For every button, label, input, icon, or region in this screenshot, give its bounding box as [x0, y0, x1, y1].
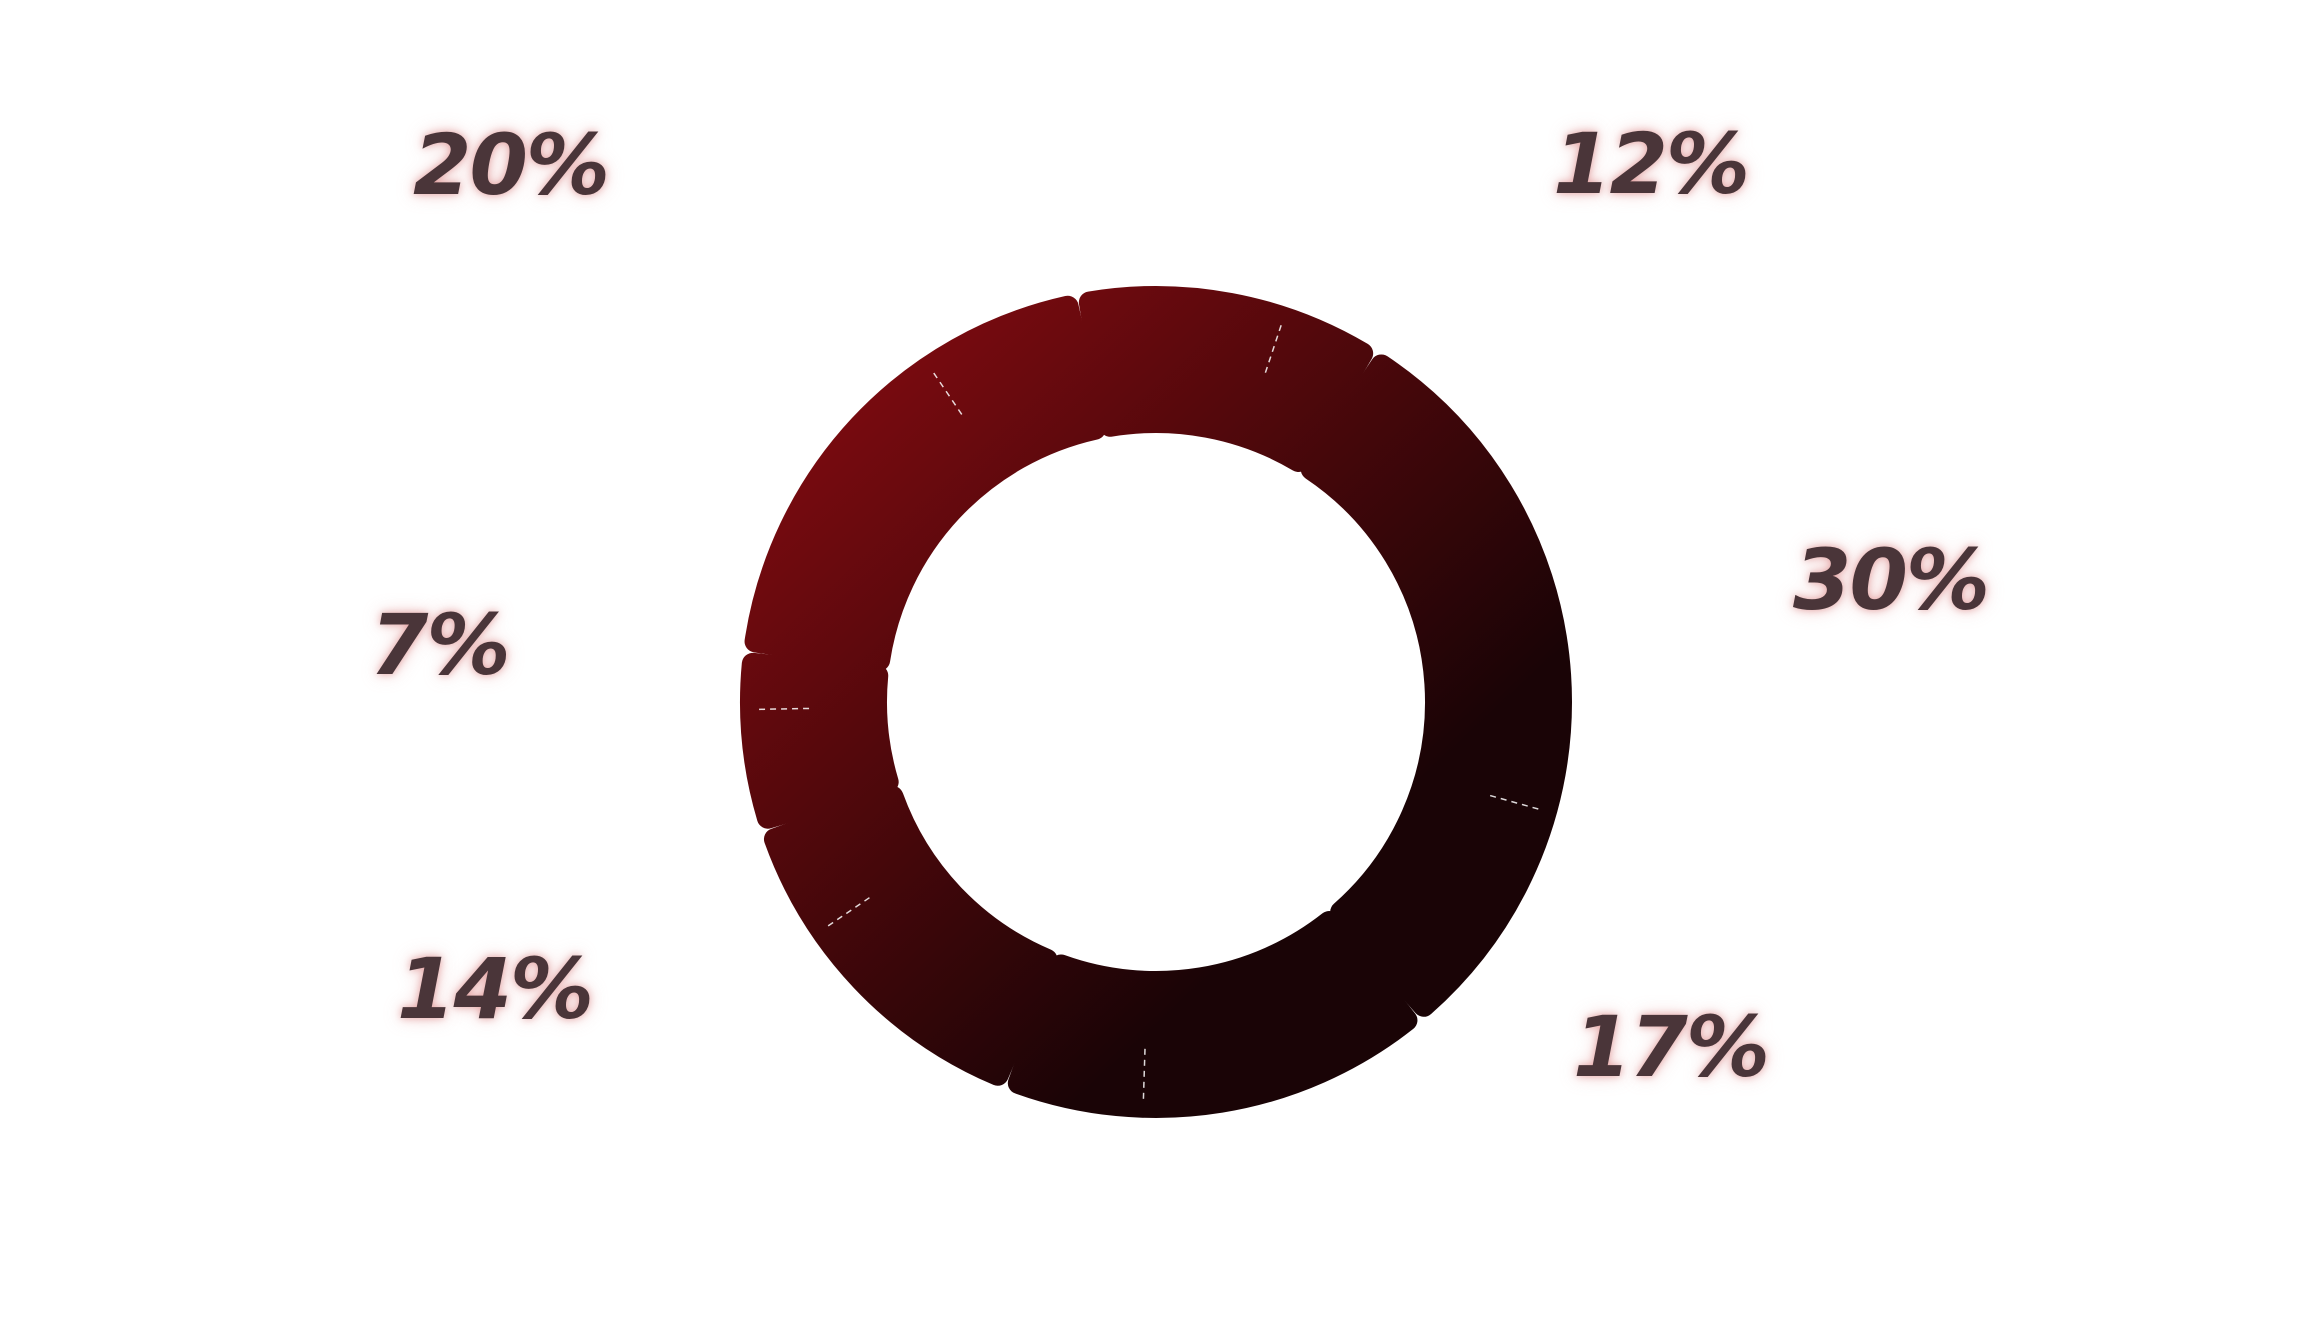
donut-slice-14 [763, 785, 1058, 1086]
slice-label-7: 7% [370, 596, 511, 694]
slice-tick-30 [1488, 794, 1539, 810]
slice-tick-20 [933, 372, 964, 417]
donut-slice-17 [1007, 911, 1418, 1118]
slice-label-12: 12% [1553, 115, 1750, 213]
donut-slice-12 [1078, 286, 1374, 472]
slice-tick-12 [1264, 325, 1282, 375]
slice-tick-14 [827, 895, 872, 927]
donut-slice-7 [740, 652, 899, 829]
slice-label-14: 14% [397, 940, 594, 1038]
donut-slice-30 [1300, 354, 1572, 1017]
slice-label-20: 20% [413, 116, 610, 214]
slice-tick-17 [1142, 1046, 1146, 1099]
slice-label-17: 17% [1573, 998, 1770, 1096]
donut-slice-20 [744, 295, 1106, 672]
donut-slices [740, 286, 1572, 1118]
slice-tick-7 [759, 707, 812, 711]
slice-label-30: 30% [1793, 531, 1990, 629]
